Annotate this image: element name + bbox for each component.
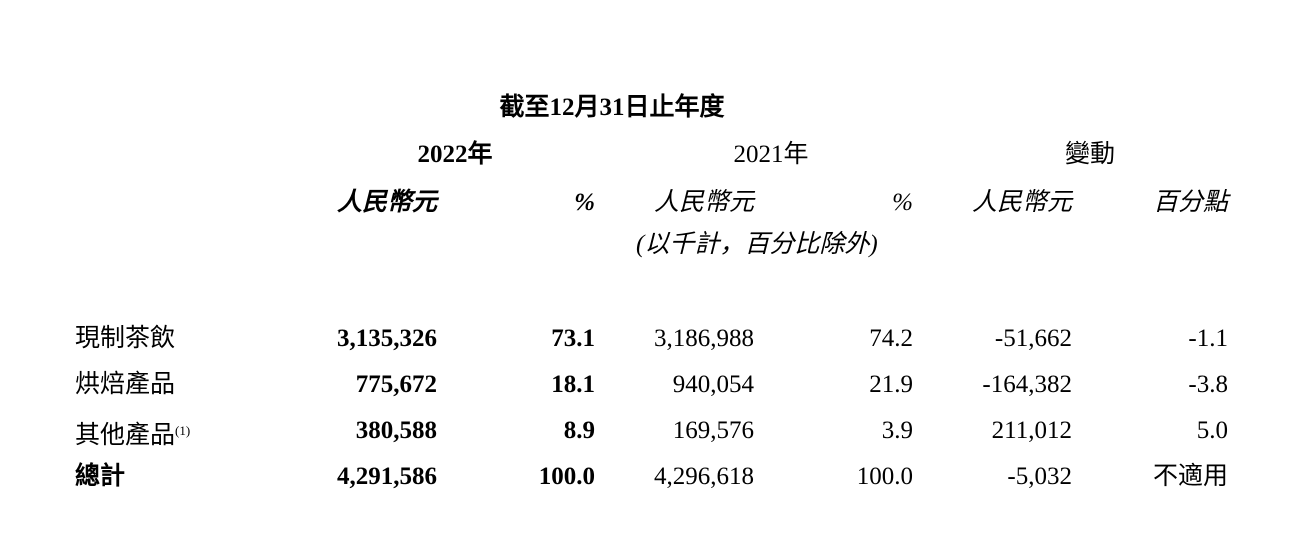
footnote-marker: (1): [175, 423, 191, 438]
unit-note: (以千計，百分比除外): [636, 231, 878, 258]
year-2022-header: 2022年: [417, 141, 493, 168]
row-label: 現制茶飲: [75, 324, 175, 354]
table-cell: 775,672: [355, 371, 437, 398]
year-2021-header: 2021年: [733, 141, 809, 168]
table-cell: 3.9: [881, 417, 913, 444]
table-cell: 3,135,326: [337, 325, 437, 352]
table-cell: 940,054: [672, 371, 754, 398]
table-cell: 21.9: [869, 371, 913, 398]
row-label-text: 現制茶飲: [75, 325, 176, 352]
column-subheader: %: [892, 189, 913, 216]
column-subheader: 人民幣元: [336, 189, 437, 216]
table-cell: 73.1: [551, 325, 595, 352]
column-subheader: 人民幣元: [971, 189, 1072, 216]
table-cell: 3,186,988: [654, 325, 754, 352]
table-cell: 18.1: [551, 371, 595, 398]
row-label: 烘焙產品: [75, 370, 175, 400]
column-subheader: 人民幣元: [653, 189, 754, 216]
change-header: 變動: [1064, 141, 1116, 168]
table-cell: 5.0: [1196, 417, 1228, 444]
table-cell: -51,662: [994, 325, 1072, 352]
table-cell: 169,576: [672, 417, 754, 444]
table-cell: 不適用: [1152, 463, 1228, 490]
row-label: 總計: [75, 462, 125, 492]
column-subheader: 百分點: [1152, 189, 1228, 216]
table-cell: 8.9: [563, 417, 595, 444]
table-cell: -3.8: [1188, 371, 1228, 398]
row-label-text: 烘焙產品: [75, 371, 176, 398]
table-cell: -5,032: [1007, 463, 1072, 490]
table-cell: 74.2: [869, 325, 913, 352]
row-label-text: 總計: [75, 463, 126, 490]
row-label-text: 其他產品: [75, 422, 176, 449]
table-cell: -164,382: [982, 371, 1072, 398]
table-title: 截至12月31日止年度: [499, 94, 725, 121]
column-subheader: %: [574, 189, 595, 216]
table-cell: 211,012: [991, 417, 1072, 444]
table-cell: 4,296,618: [654, 463, 754, 490]
table-cell: -1.1: [1188, 325, 1228, 352]
table-cell: 380,588: [355, 417, 437, 444]
table-cell: 100.0: [538, 463, 595, 490]
table-cell: 100.0: [856, 463, 913, 490]
table-cell: 4,291,586: [337, 463, 437, 490]
row-label: 其他產品(1): [75, 416, 190, 451]
